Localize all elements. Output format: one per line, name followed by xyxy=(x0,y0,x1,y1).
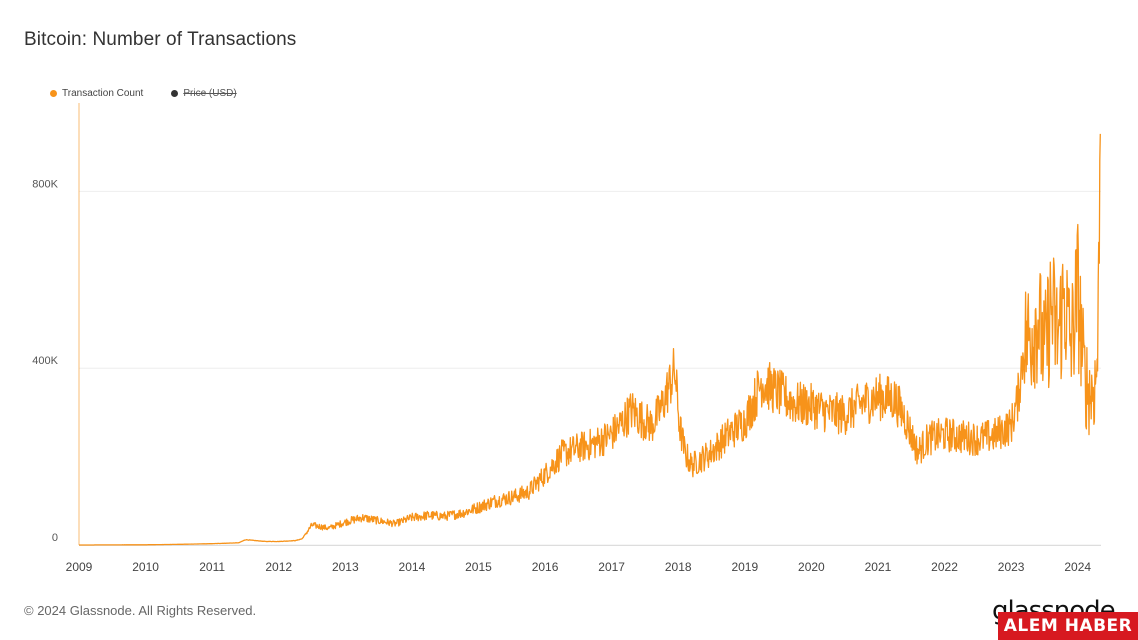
chart-legend: Transaction Count Price (USD) xyxy=(50,88,237,99)
y-tick-label: 0 xyxy=(52,532,58,544)
alem-haber-watermark: ALEM HABER xyxy=(998,612,1138,640)
legend-dot-icon xyxy=(50,90,57,97)
y-tick-label: 800K xyxy=(32,178,58,190)
transaction-chart[interactable]: 0 400K 800K 2009 2010 2011 2012 2013 2014 2015 201… xyxy=(0,0,1138,600)
chart-title: Bitcoin: Number of Transactions xyxy=(24,29,297,50)
x-tick-label: 2022 xyxy=(931,560,958,574)
legend-item-price-usd[interactable]: Price (USD) xyxy=(171,88,237,99)
legend-label: Price (USD) xyxy=(183,88,237,99)
x-tick-label: 2012 xyxy=(265,560,292,574)
legend-dot-icon xyxy=(171,90,179,97)
x-tick-label: 2010 xyxy=(132,560,159,574)
y-tick-label: 400K xyxy=(32,355,58,367)
x-tick-label: 2017 xyxy=(598,560,625,574)
series-line-transaction-count xyxy=(78,133,1101,546)
x-tick-label: 2011 xyxy=(199,560,225,574)
x-tick-label: 2019 xyxy=(731,560,758,574)
legend-label: Transaction Count xyxy=(62,88,144,99)
x-tick-label: 2013 xyxy=(332,560,359,574)
copyright-text: © 2024 Glassnode. All Rights Reserved. xyxy=(24,603,257,618)
x-tick-label: 2009 xyxy=(66,560,93,574)
legend-item-transaction-count[interactable]: Transaction Count xyxy=(50,88,143,99)
x-tick-label: 2016 xyxy=(532,560,559,574)
x-tick-label: 2020 xyxy=(798,560,825,574)
x-tick-label: 2021 xyxy=(865,560,892,574)
x-tick-label: 2014 xyxy=(399,560,426,574)
x-tick-label: 2018 xyxy=(665,560,692,574)
x-tick-label: 2015 xyxy=(465,560,492,574)
x-tick-label: 2024 xyxy=(1064,560,1091,574)
x-tick-label: 2023 xyxy=(998,560,1025,574)
